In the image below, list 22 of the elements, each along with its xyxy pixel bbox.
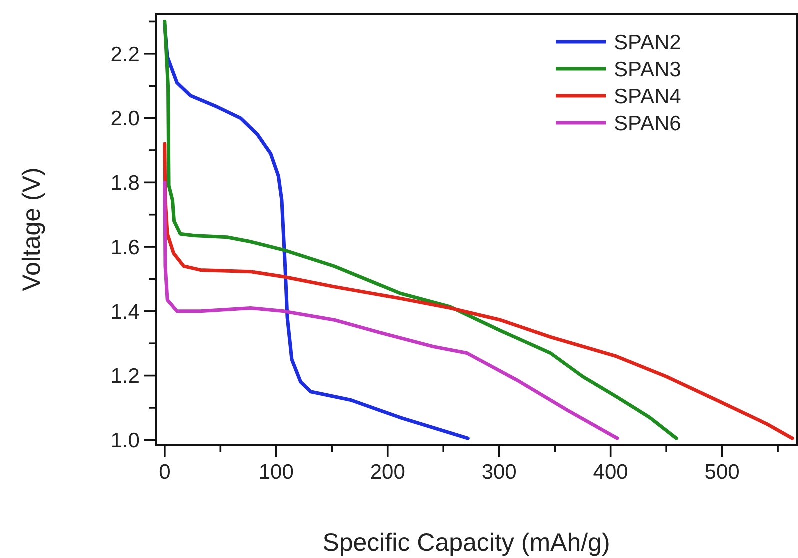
x-tick-label: 100 — [258, 461, 294, 484]
y-axis-title: Voltage (V) — [18, 168, 46, 292]
y-tick-label: 2.2 — [110, 43, 140, 66]
y-tick-label: 1.8 — [110, 172, 140, 196]
line-series — [163, 180, 620, 440]
y-tick-label: 1.6 — [110, 236, 140, 260]
legend-label: SPAN4 — [614, 85, 682, 108]
x-tick-label: 500 — [704, 461, 740, 484]
x-axis-title: Specific Capacity (mAh/g) — [322, 529, 610, 557]
line-series — [163, 23, 470, 440]
x-tick-label: 400 — [593, 461, 628, 484]
x-tick-label: 200 — [370, 461, 406, 484]
x-tick-label: 300 — [482, 461, 517, 484]
legend-label: SPAN6 — [614, 112, 682, 136]
x-tick-label: 0 — [159, 461, 171, 484]
y-tick-label: 1.2 — [110, 365, 140, 388]
line-series — [163, 142, 794, 440]
legend-label: SPAN2 — [614, 31, 682, 54]
y-tick-label: 1.0 — [110, 430, 140, 453]
y-tick-label: 2.0 — [110, 108, 140, 131]
legend-label: SPAN3 — [614, 58, 682, 82]
y-tick-label: 1.4 — [110, 300, 140, 324]
